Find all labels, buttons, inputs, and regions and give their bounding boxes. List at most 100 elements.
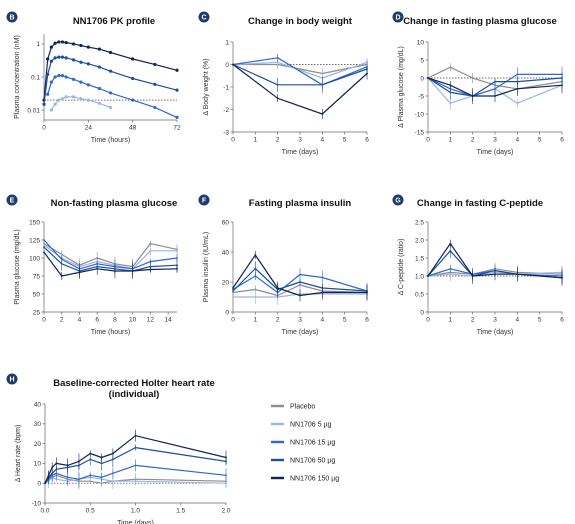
data-point: [276, 83, 279, 86]
data-point: [53, 56, 57, 60]
data-point: [97, 65, 102, 69]
data-point: [78, 271, 81, 274]
data-point: [321, 113, 324, 115]
data-point: [225, 482, 227, 485]
panel-badge-label: H: [9, 376, 14, 383]
data-point: [86, 83, 90, 87]
data-point: [299, 294, 301, 297]
y-tick-label: 2.0: [415, 237, 424, 244]
series-nn1706-5-g: [49, 95, 113, 112]
panel-badge-label: F: [202, 197, 207, 204]
data-point: [449, 91, 452, 94]
x-tick-label: 10: [129, 317, 137, 324]
x-tick-label: 0: [426, 137, 430, 144]
data-point: [100, 476, 103, 479]
y-tick-label: 50: [33, 291, 41, 298]
y-tick-label: 20: [34, 441, 42, 448]
data-point: [64, 95, 68, 99]
data-point: [561, 84, 563, 87]
panel-badge-label: C: [201, 14, 206, 21]
y-tick-label: 2.5: [415, 219, 424, 226]
x-tick-label: 1.5: [176, 508, 185, 515]
data-point: [64, 75, 68, 79]
data-point: [86, 45, 90, 49]
data-point: [49, 45, 53, 49]
x-tick-label: 0: [42, 125, 46, 132]
data-point: [131, 98, 135, 102]
y-tick-label: 0: [225, 62, 229, 69]
data-point: [44, 482, 46, 485]
x-tick-label: 12: [147, 317, 155, 324]
data-point: [64, 40, 68, 45]
panel-title: Non-fasting plasma glucose: [51, 198, 178, 209]
data-point: [66, 476, 69, 479]
data-point: [89, 452, 92, 455]
data-point: [449, 267, 452, 270]
data-point: [57, 98, 61, 102]
x-tick-label: 5: [538, 317, 542, 324]
data-point: [108, 91, 113, 95]
data-point: [60, 262, 63, 265]
data-point: [89, 474, 92, 477]
data-point: [111, 480, 114, 483]
y-axis-label: Δ Body weight (%): [203, 58, 210, 115]
data-point: [42, 102, 46, 106]
data-point: [449, 102, 452, 105]
x-axis-label: Time (hours): [91, 329, 130, 336]
legend-item: Placebo: [271, 404, 315, 411]
series-nn1706-150-g: [44, 429, 227, 485]
x-tick-label: 4: [78, 317, 82, 324]
data-point: [299, 273, 301, 276]
data-point: [276, 287, 279, 289]
x-tick-label: 2: [276, 137, 280, 144]
data-point: [449, 273, 452, 276]
y-tick-label: 0: [420, 309, 424, 316]
data-point: [111, 458, 114, 461]
data-point: [134, 446, 137, 449]
data-point: [53, 41, 57, 45]
x-tick-label: 5: [538, 137, 542, 144]
data-point: [153, 105, 157, 110]
data-point: [97, 101, 102, 105]
data-point: [55, 462, 58, 465]
y-tick-label: 0: [37, 481, 41, 488]
data-point: [175, 115, 179, 119]
data-point: [449, 249, 452, 252]
series-line: [427, 268, 563, 277]
y-tick-label: 60: [222, 219, 230, 226]
data-point: [60, 74, 65, 78]
data-point: [57, 40, 61, 44]
data-point: [225, 474, 227, 477]
data-point: [60, 55, 65, 59]
data-point: [108, 105, 113, 110]
data-point: [494, 273, 496, 276]
data-point: [111, 452, 114, 455]
data-point: [66, 464, 69, 467]
data-point: [64, 56, 68, 60]
data-point: [134, 464, 137, 467]
y-tick-label: 0.1: [31, 74, 40, 81]
data-point: [46, 92, 50, 96]
x-tick-label: 4: [516, 317, 520, 324]
data-point: [254, 267, 257, 270]
data-point: [111, 472, 114, 475]
y-tick-label: 1: [36, 41, 40, 48]
panel-badge-label: B: [9, 14, 14, 21]
data-point: [175, 68, 179, 72]
x-tick-label: 2: [60, 317, 64, 324]
x-tick-label: 4: [516, 137, 520, 144]
y-tick-label: 30: [34, 421, 42, 428]
y-tick-label: 125: [29, 237, 40, 244]
y-tick-label: -10: [32, 500, 42, 507]
panel-title: Fasting plasma insulin: [249, 198, 352, 209]
data-point: [114, 270, 116, 272]
series-line: [232, 63, 368, 86]
data-point: [471, 95, 474, 97]
y-tick-label: 1: [225, 39, 229, 46]
panel-c: C Change in body weight 0 1 2 3 4 5 6 -3 -2 -1 0 1 Tim…: [198, 11, 369, 156]
y-tick-label: -3: [223, 129, 229, 136]
data-point: [232, 63, 234, 66]
data-point: [71, 77, 76, 81]
